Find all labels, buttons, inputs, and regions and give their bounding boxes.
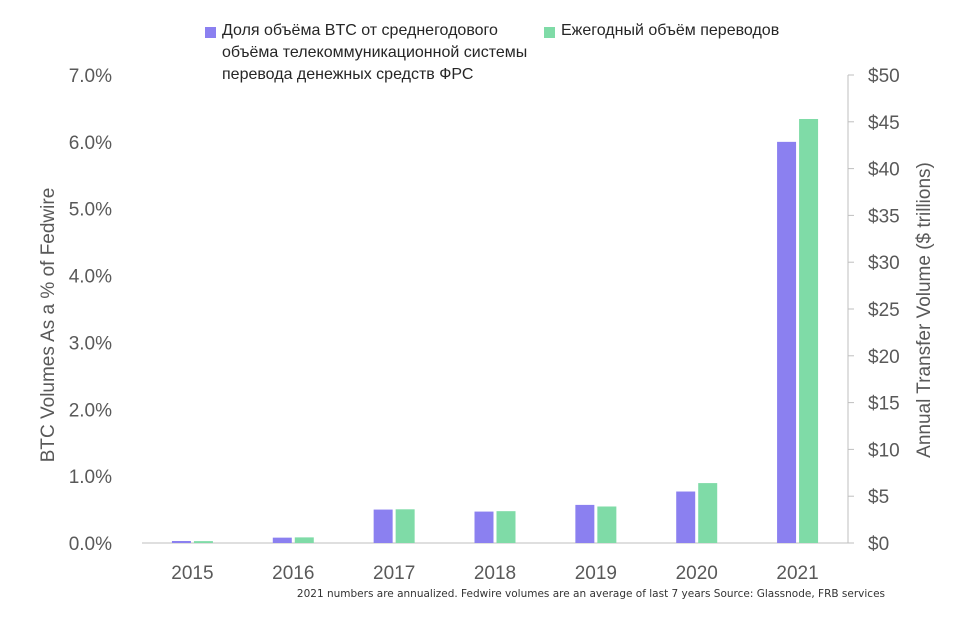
x-tick-label: 2019 bbox=[575, 563, 617, 584]
left-tick-label: 0.0% bbox=[69, 534, 112, 555]
bar-btc-share bbox=[171, 540, 191, 543]
bar-btc-share bbox=[575, 504, 595, 543]
bar-annual-volume bbox=[193, 541, 213, 543]
right-tick-label: $25 bbox=[868, 300, 900, 321]
bar-btc-share bbox=[474, 511, 494, 543]
chart-axes bbox=[142, 74, 854, 544]
right-tick-label: $15 bbox=[868, 394, 900, 415]
bar-annual-volume bbox=[799, 118, 819, 543]
bar-btc-share bbox=[676, 491, 696, 543]
left-axis-title: BTC Volumes As a % of Fedwire bbox=[38, 188, 59, 463]
legend-swatch-purple bbox=[205, 27, 216, 38]
x-tick-label: 2017 bbox=[373, 563, 415, 584]
legend-label-line: Доля объёма BTC от среднегодового bbox=[222, 22, 498, 39]
legend-item-annual-volume: Ежегодный объём переводов bbox=[544, 20, 844, 42]
bar-btc-share bbox=[373, 509, 393, 543]
right-tick-label: $5 bbox=[868, 487, 889, 508]
legend-label-btc-share: Доля объёма BTC от среднегодового объёма… bbox=[222, 20, 527, 86]
bar-annual-volume bbox=[294, 537, 314, 543]
legend-label-line: перевода денежных средств ФРС bbox=[222, 66, 474, 83]
left-tick-label: 4.0% bbox=[69, 267, 112, 288]
bar-annual-volume bbox=[698, 483, 718, 543]
left-tick-label: 6.0% bbox=[69, 133, 112, 154]
x-tick-label: 2015 bbox=[171, 563, 213, 584]
bar-annual-volume bbox=[496, 511, 516, 543]
x-tick-label: 2020 bbox=[676, 563, 718, 584]
legend-item-btc-share: Доля объёма BTC от среднегодового объёма… bbox=[205, 20, 535, 86]
left-tick-label: 2.0% bbox=[69, 400, 112, 421]
chart-tick-labels: 0.0% 1.0% 2.0% 3.0% 4.0% 5.0% 6.0% 7.0% $0 $5 $10 $… bbox=[69, 66, 900, 584]
right-tick-label: $45 bbox=[868, 113, 900, 134]
left-tick-label: 5.0% bbox=[69, 200, 112, 221]
right-tick-label: $40 bbox=[868, 160, 900, 181]
right-tick-label: $20 bbox=[868, 347, 900, 368]
x-tick-label: 2016 bbox=[272, 563, 314, 584]
chart-bars bbox=[171, 118, 819, 543]
x-tick-label: 2021 bbox=[776, 563, 818, 584]
x-tick-label: 2018 bbox=[474, 563, 516, 584]
legend-label-annual-volume: Ежегодный объём переводов bbox=[561, 22, 780, 39]
right-tick-label: $30 bbox=[868, 253, 900, 274]
right-tick-label: $50 bbox=[868, 66, 900, 87]
right-axis-title: Annual Transfer Volume ($ trillions) bbox=[914, 162, 935, 458]
right-tick-label: $10 bbox=[868, 440, 900, 461]
right-tick-label: $0 bbox=[868, 534, 889, 555]
source-footnote: 2021 numbers are annualized. Fedwire vol… bbox=[296, 588, 885, 600]
bar-btc-share bbox=[272, 537, 292, 543]
legend-swatch-green bbox=[544, 27, 555, 38]
legend-label-line: объёма телекоммуникационной системы bbox=[222, 44, 528, 61]
left-tick-label: 3.0% bbox=[69, 333, 112, 354]
bar-btc-share bbox=[777, 141, 797, 543]
right-tick-label: $35 bbox=[868, 206, 900, 227]
bar-annual-volume bbox=[395, 509, 415, 543]
left-tick-label: 7.0% bbox=[69, 66, 112, 87]
left-tick-label: 1.0% bbox=[69, 467, 112, 488]
bar-annual-volume bbox=[597, 506, 617, 543]
